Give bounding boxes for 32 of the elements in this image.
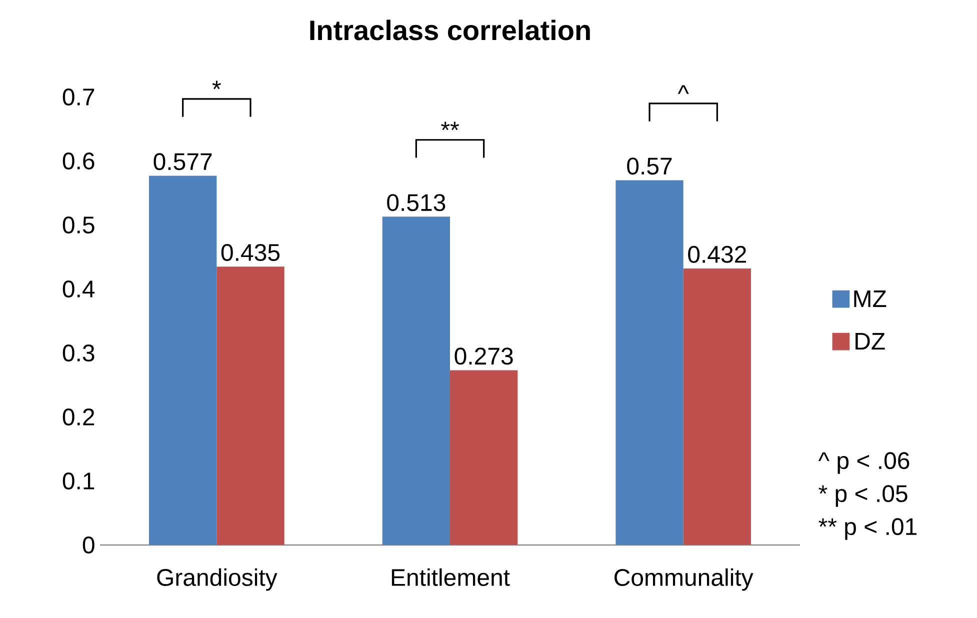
data-label: 0.273 <box>454 348 513 365</box>
text: * <box>212 80 221 90</box>
annotation: ** <box>441 122 459 130</box>
bar <box>216 266 284 546</box>
legend-label: DZ <box>856 332 885 350</box>
data-label: 0.432 <box>688 246 746 263</box>
y-tick-label: 0.7 <box>62 88 94 106</box>
text: ^ <box>678 85 689 94</box>
data-label: 0.577 <box>154 153 212 170</box>
data-label: 0.435 <box>221 244 280 261</box>
bar <box>683 268 752 546</box>
y-tick-label: 0.5 <box>62 216 94 234</box>
data-label: 0.513 <box>387 194 446 212</box>
bar <box>149 176 217 546</box>
y-tick-label: 0.6 <box>62 152 94 170</box>
y-tick-label: 0.3 <box>62 344 94 362</box>
y-tick-label: 0.1 <box>62 472 94 490</box>
y-tick-label: 0.4 <box>62 280 95 298</box>
y-tick-label: 0 <box>82 536 94 554</box>
text: ** p < .01 <box>818 518 916 540</box>
bar <box>382 216 450 546</box>
legend-label: MZ <box>854 290 886 307</box>
text: ^ p < .06 <box>818 452 910 474</box>
x-tick-label: Entitlement <box>392 568 510 586</box>
text: * p < .05 <box>818 485 908 507</box>
bar <box>616 180 684 546</box>
data-label: 0.57 <box>627 158 672 175</box>
bar <box>450 370 518 546</box>
y-tick-label: 0.2 <box>62 408 94 426</box>
x-tick-label: Communality <box>614 568 754 591</box>
x-tick-label: Grandiosity <box>157 568 278 591</box>
chart-title: Intraclass correlation <box>310 20 590 40</box>
